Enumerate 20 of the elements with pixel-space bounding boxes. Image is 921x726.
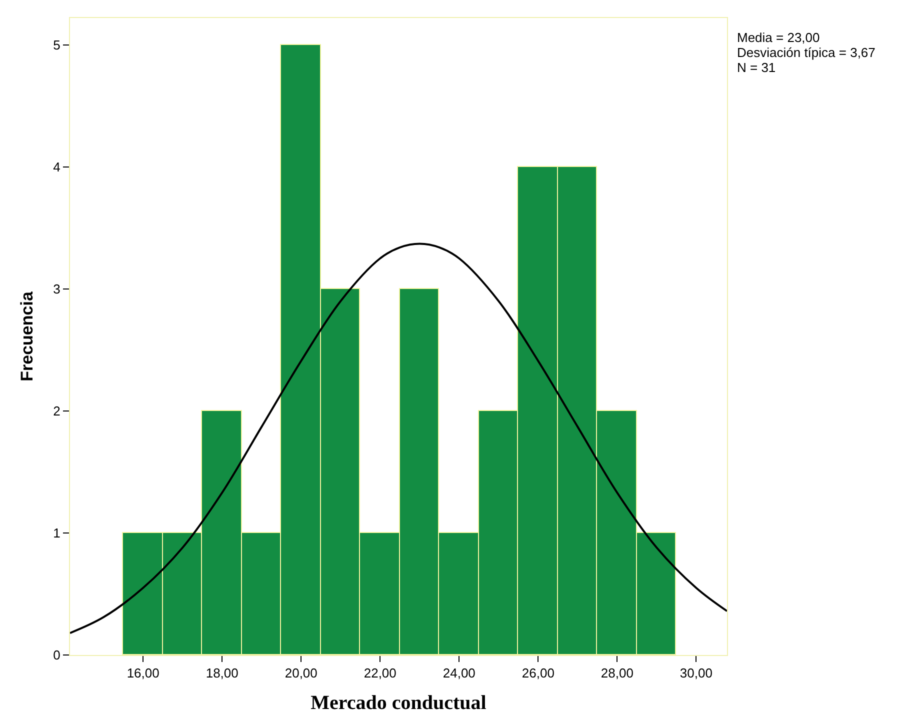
x-axis-title: Mercado conductual	[310, 692, 487, 714]
y-tick-label: 3	[53, 281, 60, 296]
x-tick-label: 22,00	[364, 666, 396, 681]
x-tick-label: 18,00	[206, 666, 238, 681]
x-tick-label: 16,00	[126, 666, 160, 681]
x-tick-label: 24,00	[442, 666, 476, 681]
x-tick-label: 30,00	[680, 666, 712, 681]
text: Media = 23,00	[737, 30, 820, 45]
y-tick-label: 0	[53, 648, 60, 663]
x-tick-label: 28,00	[600, 666, 634, 681]
x-tick-label: 20,00	[284, 666, 318, 681]
y-tick-label: 5	[53, 37, 60, 52]
text: N = 31	[737, 60, 776, 75]
x-tick-label: 26,00	[522, 666, 554, 681]
text: Desviación típica = 3,67	[737, 45, 876, 60]
y-tick-label: 4	[53, 159, 60, 174]
line-series	[70, 242, 727, 634]
y-tick-label: 2	[53, 403, 60, 418]
y-tick-label: 1	[53, 526, 60, 541]
y-axis-title: Frecuencia	[18, 291, 37, 382]
